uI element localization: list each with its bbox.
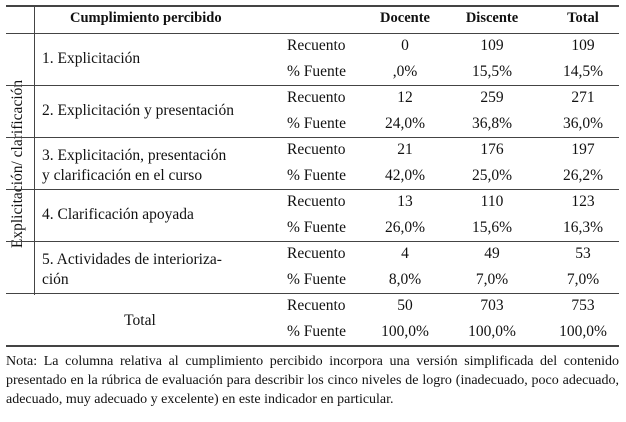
cell-total: 109 bbox=[571, 37, 595, 54]
header-total: Total bbox=[567, 10, 599, 26]
row-rule bbox=[6, 241, 619, 243]
cell-total: 100,0% bbox=[559, 323, 607, 340]
row-label: y clarificación en el curso bbox=[42, 167, 203, 184]
cell-docente: 0 bbox=[401, 37, 409, 54]
cell-docente: 12 bbox=[397, 89, 413, 106]
count-label: Recuento bbox=[287, 141, 346, 158]
table-note: Nota: La columna relativa al cumplimient… bbox=[6, 354, 619, 407]
cell-docente: 8,0% bbox=[388, 271, 422, 288]
cell-total: 197 bbox=[571, 141, 595, 158]
cell-discente: 259 bbox=[480, 89, 504, 106]
cell-docente: ,0% bbox=[392, 63, 418, 80]
pct-label: % Fuente bbox=[287, 63, 346, 80]
cell-total: 36,0% bbox=[562, 115, 604, 132]
row-rule bbox=[6, 293, 619, 295]
cell-docente: 42,0% bbox=[384, 167, 426, 184]
pct-label: % Fuente bbox=[287, 323, 346, 340]
row-rule bbox=[6, 137, 619, 139]
row-label: 3. Explicitación, presentación bbox=[42, 147, 227, 164]
cell-discente: 100,0% bbox=[468, 323, 516, 340]
cell-discente: 110 bbox=[480, 193, 504, 210]
cell-discente: 25,0% bbox=[471, 167, 513, 184]
cell-docente: 4 bbox=[401, 245, 409, 262]
cell-total: 53 bbox=[575, 245, 591, 262]
cell-discente: 7,0% bbox=[475, 271, 509, 288]
cell-total: 123 bbox=[571, 193, 595, 210]
header-concept: Cumplimiento percibido bbox=[70, 10, 222, 26]
row-label: 5. Actividades de interioriza- bbox=[42, 251, 222, 268]
cell-total: 26,2% bbox=[562, 167, 604, 184]
cell-discente: 36,8% bbox=[471, 115, 513, 132]
cell-docente: 13 bbox=[397, 193, 413, 210]
pct-label: % Fuente bbox=[287, 115, 346, 132]
cell-docente: 21 bbox=[397, 141, 413, 158]
row-label: 1. Explicitación bbox=[42, 50, 141, 67]
cell-total: 16,3% bbox=[562, 219, 604, 236]
pct-label: % Fuente bbox=[287, 219, 346, 236]
cell-total: 753 bbox=[571, 297, 595, 314]
cell-total: 7,0% bbox=[566, 271, 600, 288]
row-rule bbox=[6, 345, 619, 347]
row-label: 4. Clarificación apoyada bbox=[42, 206, 194, 223]
pct-label: % Fuente bbox=[287, 271, 346, 288]
pct-label: % Fuente bbox=[287, 167, 346, 184]
count-label: Recuento bbox=[287, 297, 346, 314]
cell-discente: 109 bbox=[480, 37, 504, 54]
header-docente: Docente bbox=[380, 10, 430, 26]
cell-docente: 26,0% bbox=[384, 219, 426, 236]
cell-discente: 15,5% bbox=[471, 63, 513, 80]
header-discente: Discente bbox=[465, 10, 519, 26]
count-label: Recuento bbox=[287, 89, 346, 106]
header-rule bbox=[6, 33, 619, 35]
cell-docente: 50 bbox=[397, 297, 413, 314]
count-label: Recuento bbox=[287, 193, 346, 210]
row-rule bbox=[6, 189, 619, 191]
row-label: ción bbox=[42, 271, 69, 288]
cell-docente: 100,0% bbox=[381, 323, 429, 340]
cell-discente: 176 bbox=[480, 141, 504, 158]
top-rule bbox=[6, 5, 619, 7]
count-label: Recuento bbox=[287, 37, 346, 54]
group-label: Explicitación/ clarificación bbox=[9, 79, 26, 249]
group-divider bbox=[34, 5, 36, 295]
cell-total: 14,5% bbox=[562, 63, 604, 80]
count-label: Recuento bbox=[287, 245, 346, 262]
cell-discente: 15,6% bbox=[471, 219, 513, 236]
row-rule bbox=[6, 85, 619, 87]
cell-docente: 24,0% bbox=[384, 115, 426, 132]
cell-total: 271 bbox=[571, 89, 595, 106]
cell-discente: 703 bbox=[480, 297, 504, 314]
cell-discente: 49 bbox=[484, 245, 500, 262]
total-label: Total bbox=[124, 312, 156, 329]
row-label: 2. Explicitación y presentación bbox=[42, 102, 234, 119]
